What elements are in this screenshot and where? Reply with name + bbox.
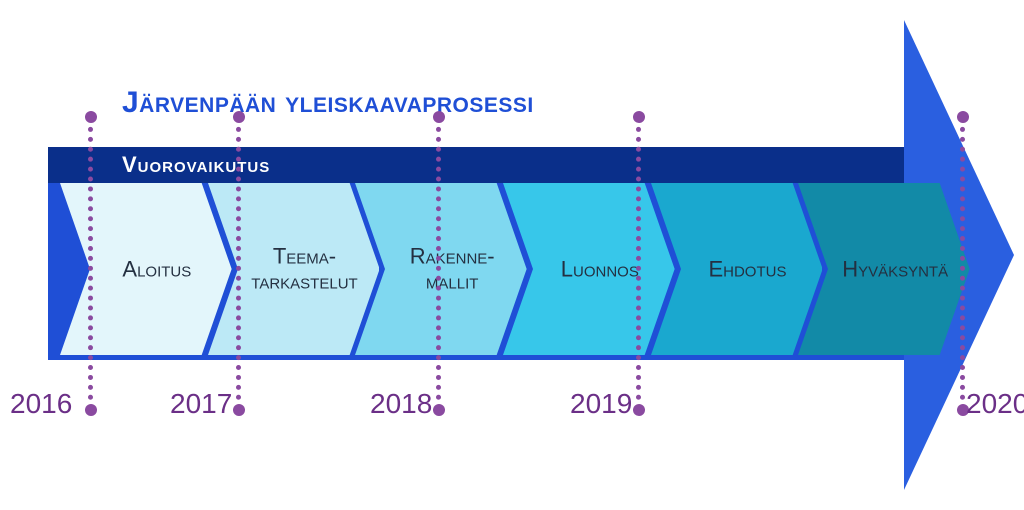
timeline-year: 2018 — [370, 388, 432, 420]
phase-chevron: Hyväksyntä — [798, 183, 970, 355]
timeline-dot — [85, 111, 97, 123]
diagram-stage: Järvenpään yleiskaavaprosessi Vuorovaiku… — [0, 0, 1024, 510]
timeline-year: 2019 — [570, 388, 632, 420]
timeline-dot — [957, 111, 969, 123]
phase-label: Hyväksyntä — [798, 256, 970, 281]
phase-label: Aloitus — [60, 256, 232, 281]
phase-label: Teema-tarkastelut — [208, 244, 380, 295]
phase-chevron: Teema-tarkastelut — [208, 183, 380, 355]
timeline-dotted-line — [636, 117, 641, 410]
timeline-dotted-line — [436, 117, 441, 410]
phase-chevron: Aloitus — [60, 183, 232, 355]
timeline-year: 2017 — [170, 388, 232, 420]
phase-chevron: Ehdotus — [651, 183, 823, 355]
timeline-dot — [433, 111, 445, 123]
timeline-dot — [633, 404, 645, 416]
phase-chevron: Rakenne-mallit — [355, 183, 527, 355]
phase-label: Rakenne-mallit — [355, 244, 527, 295]
timeline-year: 2016 — [10, 388, 72, 420]
interaction-label: Vuorovaikutus — [122, 152, 270, 178]
timeline-dot — [233, 111, 245, 123]
timeline-dot — [85, 404, 97, 416]
phase-label: Luonnos — [503, 256, 675, 281]
timeline-dot — [633, 111, 645, 123]
timeline-dot — [433, 404, 445, 416]
timeline-dotted-line — [236, 117, 241, 410]
phase-chevron: Luonnos — [503, 183, 675, 355]
diagram-title: Järvenpään yleiskaavaprosessi — [122, 86, 534, 120]
phase-label: Ehdotus — [651, 256, 823, 281]
timeline-dotted-line — [960, 117, 965, 410]
timeline-year: 2020 — [966, 388, 1024, 420]
timeline-dot — [233, 404, 245, 416]
timeline-dotted-line — [88, 117, 93, 410]
phase-chevrons: AloitusTeema-tarkastelutRakenne-mallitLu… — [60, 183, 940, 355]
